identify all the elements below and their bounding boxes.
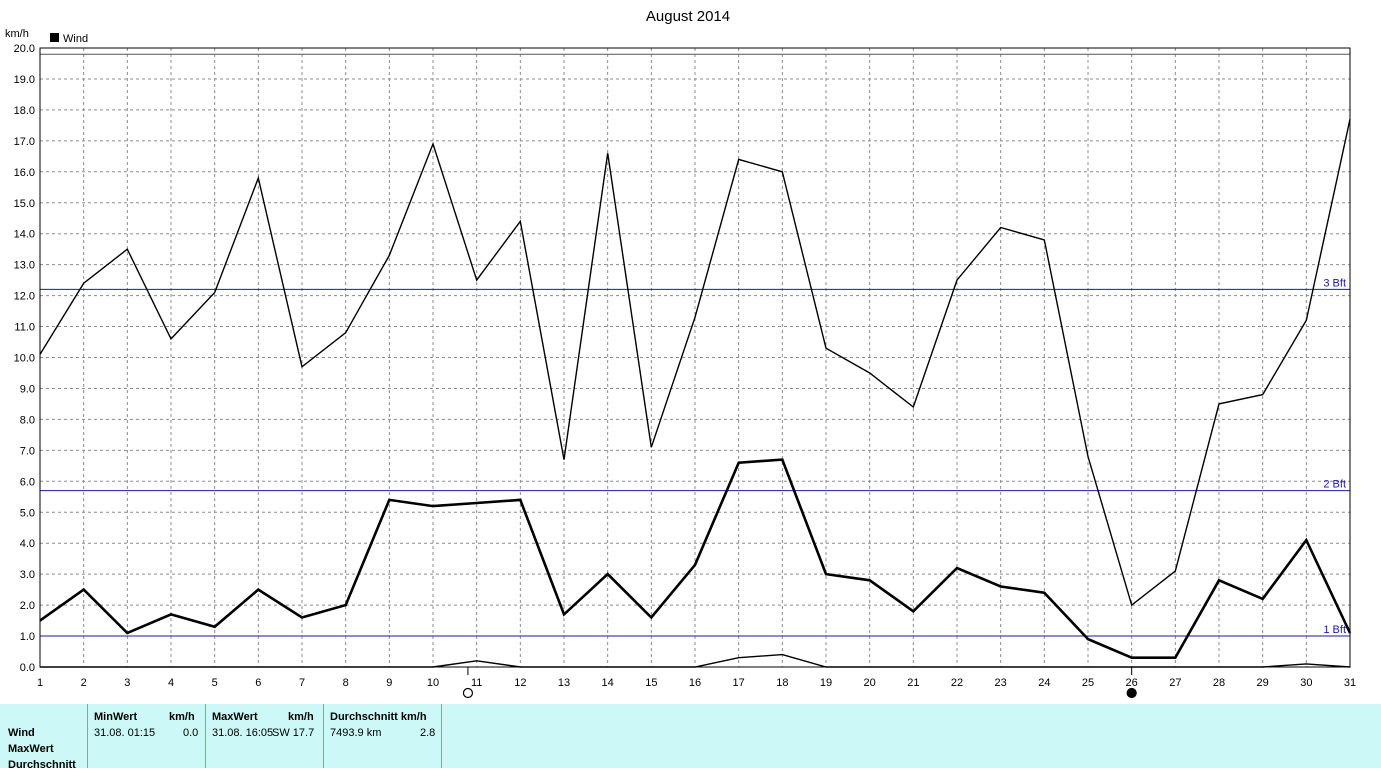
divider <box>205 704 206 768</box>
x-tick-label: 5 <box>212 677 218 689</box>
y-tick-label: 7.0 <box>20 445 35 457</box>
bft-label: 1 Bft <box>1323 624 1346 636</box>
y-tick-label: 15.0 <box>14 198 35 210</box>
chart-title: August 2014 <box>646 8 730 25</box>
x-tick-label: 12 <box>514 677 526 689</box>
min-value: 0.0 <box>183 727 198 739</box>
y-tick-label: 18.0 <box>14 105 35 117</box>
x-tick-label: 17 <box>733 677 745 689</box>
y-tick-label: 14.0 <box>14 229 35 241</box>
y-tick-label: 4.0 <box>20 538 35 550</box>
y-axis-unit: km/h <box>5 28 29 40</box>
min-time: 31.08. 01:15 <box>94 727 155 739</box>
x-tick-label: 9 <box>386 677 392 689</box>
y-tick-label: 0.0 <box>20 662 35 674</box>
x-tick-label: 14 <box>602 677 614 689</box>
y-tick-label: 8.0 <box>20 414 35 426</box>
x-tick-label: 26 <box>1126 677 1138 689</box>
x-tick-label: 6 <box>255 677 261 689</box>
divider <box>87 704 88 768</box>
row-label-wind: Wind <box>8 727 35 739</box>
x-tick-label: 7 <box>299 677 305 689</box>
grid <box>40 48 1350 667</box>
legend-label: Wind <box>63 33 88 45</box>
y-tick-label: 11.0 <box>14 322 35 334</box>
avg-header: Durchschnitt km/h <box>330 711 427 723</box>
x-tick-label: 31 <box>1344 677 1356 689</box>
y-tick-labels: 0.0 1.0 2.0 3.0 4.0 5.0 6.0 7.0 8.0 9.0 10.0 11.0 12… <box>14 43 35 674</box>
y-tick-label: 10.0 <box>14 353 35 365</box>
max-time: 31.08. 16:05 <box>212 727 273 739</box>
row-label-durchschnitt: Durchschnitt <box>8 759 76 771</box>
row-label-maxwert: MaxWert <box>8 743 54 755</box>
x-tick-label: 13 <box>558 677 570 689</box>
y-tick-label: 6.0 <box>20 476 35 488</box>
y-tick-label: 2.0 <box>20 600 35 612</box>
y-tick-label: 17.0 <box>14 136 35 148</box>
x-tick-label: 23 <box>995 677 1007 689</box>
y-tick-label: 20.0 <box>14 43 35 55</box>
x-tick-label: 2 <box>81 677 87 689</box>
x-tick-label: 11 <box>471 677 482 689</box>
y-tick-label: 1.0 <box>20 631 35 643</box>
y-tick-label: 19.0 <box>14 74 35 86</box>
max-unit: km/h <box>288 711 314 723</box>
max-value: SW 17.7 <box>272 727 314 739</box>
bft-label: 3 Bft <box>1323 277 1346 289</box>
chart: 1 Bft 2 Bft 3 Bft 0.0 1.0 2.0 3.0 4.0 5.0 6.0 7.0… <box>0 0 1381 704</box>
x-tick-label: 20 <box>864 677 876 689</box>
avg-distance: 7493.9 km <box>330 727 381 739</box>
x-tick-label: 3 <box>124 677 130 689</box>
max-header: MaxWert <box>212 711 258 723</box>
avg-value: 2.8 <box>420 727 435 739</box>
divider <box>323 704 324 768</box>
bft-label: 2 Bft <box>1323 479 1346 491</box>
x-tick-label: 21 <box>907 677 919 689</box>
legend-swatch <box>50 33 59 42</box>
divider <box>441 704 442 768</box>
y-tick-label: 13.0 <box>14 260 35 272</box>
x-tick-label: 4 <box>168 677 174 689</box>
y-tick-label: 12.0 <box>14 291 35 303</box>
x-tick-label: 29 <box>1257 677 1269 689</box>
x-tick-label: 22 <box>951 677 963 689</box>
x-tick-label: 19 <box>820 677 832 689</box>
x-tick-label: 25 <box>1082 677 1094 689</box>
y-tick-label: 9.0 <box>20 383 35 395</box>
x-tick-label: 16 <box>689 677 701 689</box>
x-tick-label: 8 <box>343 677 349 689</box>
min-unit: km/h <box>169 711 195 723</box>
x-tick-label: 30 <box>1300 677 1312 689</box>
new-moon-icon <box>1127 689 1136 698</box>
x-tick-label: 28 <box>1213 677 1225 689</box>
y-tick-label: 3.0 <box>20 569 35 581</box>
min-header: MinWert <box>94 711 137 723</box>
stats-table: Wind MaxWert Durchschnitt MinWert km/h 3… <box>0 704 1381 768</box>
y-tick-label: 5.0 <box>20 507 35 519</box>
x-tick-label: 1 <box>37 677 43 689</box>
x-tick-label: 18 <box>776 677 788 689</box>
x-tick-label: 27 <box>1169 677 1181 689</box>
x-tick-label: 15 <box>645 677 657 689</box>
y-tick-label: 16.0 <box>14 167 35 179</box>
x-tick-label: 24 <box>1038 677 1050 689</box>
full-moon-icon <box>463 689 472 698</box>
x-tick-label: 10 <box>427 677 439 689</box>
